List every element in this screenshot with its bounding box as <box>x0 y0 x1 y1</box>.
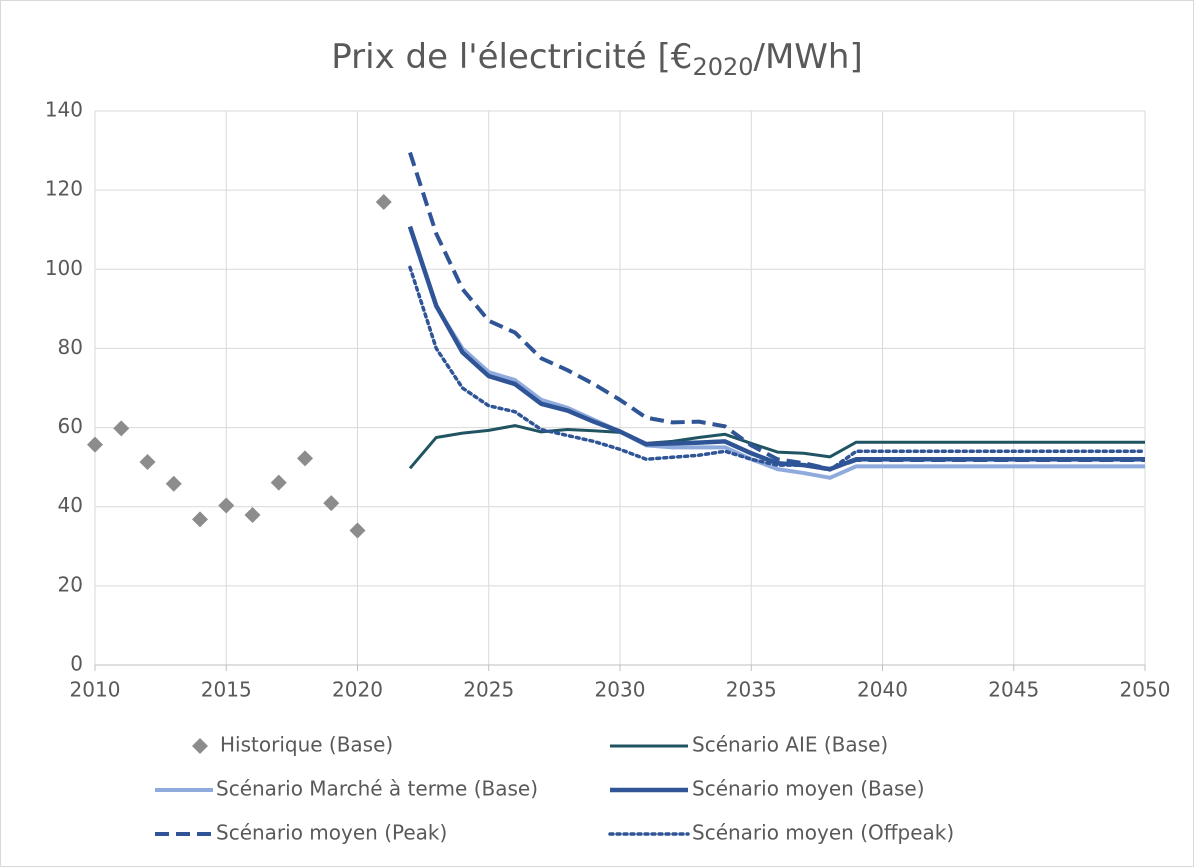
marker <box>165 475 182 492</box>
legend-label: Scénario AIE (Base) <box>692 733 888 757</box>
legend-label: Historique (Base) <box>220 733 393 757</box>
y-tick-label: 60 <box>58 414 83 438</box>
x-tick-label: 2035 <box>726 678 777 702</box>
x-tick-label: 2040 <box>857 678 908 702</box>
series-line <box>408 424 1145 470</box>
y-tick-label: 100 <box>45 256 83 280</box>
x-tick-label: 2020 <box>332 678 383 702</box>
x-tick-label: 2050 <box>1120 678 1171 702</box>
marker <box>192 511 208 528</box>
legend-marker <box>192 738 208 754</box>
title-part: Prix de l'électricité [€ <box>331 37 692 77</box>
x-tick-label: 2045 <box>988 678 1039 702</box>
marker <box>244 507 261 524</box>
marker <box>270 474 287 491</box>
marker <box>375 194 392 211</box>
chart-title: Prix de l'électricité [€2020/MWh] <box>331 37 863 82</box>
x-tick-label: 2030 <box>595 678 646 702</box>
y-tick-label: 120 <box>45 177 83 201</box>
marker <box>297 450 313 467</box>
y-tick-label: 20 <box>58 572 83 596</box>
marker <box>113 420 130 437</box>
legend-label: Scénario moyen (Base) <box>692 777 925 801</box>
y-tick-label: 80 <box>58 335 83 359</box>
marker <box>218 497 235 514</box>
x-tick-label: 2015 <box>201 678 252 702</box>
series-line <box>408 265 1147 472</box>
legend-label: Scénario moyen (Peak) <box>216 821 447 845</box>
marker <box>323 495 340 512</box>
legend-label: Scénario Marché à terme (Base) <box>216 777 538 801</box>
marker <box>349 522 366 539</box>
series-line <box>408 227 1145 480</box>
y-tick-label: 140 <box>45 98 83 122</box>
series-line <box>408 151 1145 472</box>
y-tick-label: 40 <box>58 493 83 517</box>
marker <box>87 436 103 453</box>
legend-label: Scénario moyen (Offpeak) <box>692 821 954 845</box>
marker <box>139 453 156 470</box>
x-tick-label: 2010 <box>70 678 121 702</box>
x-tick-label: 2025 <box>463 678 514 702</box>
title-part: /MWh] <box>754 37 863 77</box>
title-subscript: 2020 <box>692 53 753 81</box>
y-tick-label: 0 <box>70 652 83 676</box>
